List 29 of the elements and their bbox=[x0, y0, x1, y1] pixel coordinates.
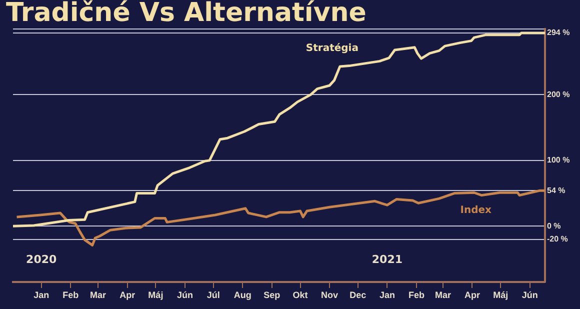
y-tick-label: 54 % bbox=[547, 186, 566, 195]
x-tick-label: Feb bbox=[408, 290, 425, 300]
x-tick-label: Feb bbox=[62, 290, 80, 300]
y-tick-label: 200 % bbox=[547, 90, 570, 99]
x-tick-label: Nov bbox=[321, 290, 338, 300]
x-tick-label: Jan bbox=[379, 290, 395, 300]
x-tick-label: Máj bbox=[148, 290, 164, 300]
y-tick-label: 0 % bbox=[547, 221, 561, 230]
x-tick-label: Mar bbox=[90, 290, 107, 300]
x-tick-label: Apr bbox=[120, 290, 136, 300]
x-tick-label: Máj bbox=[493, 290, 508, 300]
y-tick-label: -20 % bbox=[547, 234, 568, 244]
series-label: Index bbox=[460, 205, 492, 216]
series-label: Stratégia bbox=[306, 42, 358, 54]
chart-title: Tradičné Vs Alternatívne bbox=[6, 0, 366, 28]
x-tick-label: Dec bbox=[350, 290, 366, 300]
x-tick-label: Jún bbox=[522, 290, 538, 300]
x-tick-label: Aug bbox=[234, 290, 252, 300]
x-tick-label: Jan bbox=[34, 290, 50, 300]
x-tick-label: Sep bbox=[264, 290, 281, 300]
x-tick-label: Okt bbox=[292, 290, 308, 300]
x-tick-label: Mar bbox=[434, 290, 452, 300]
y-tick-label: 100 % bbox=[547, 156, 570, 165]
x-tick-label: Apr bbox=[464, 290, 480, 300]
x-tick-label: Júl bbox=[206, 290, 220, 300]
x-tick-label: Jún bbox=[176, 290, 193, 300]
annotation: 2020 bbox=[26, 252, 57, 266]
annotation: 2021 bbox=[372, 252, 403, 266]
y-tick-label: 294 % bbox=[547, 28, 570, 38]
